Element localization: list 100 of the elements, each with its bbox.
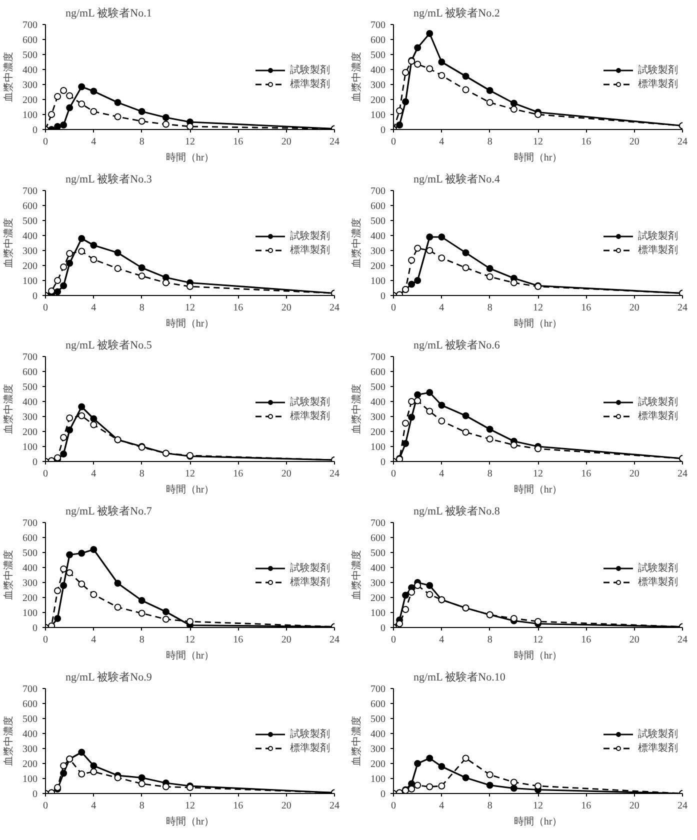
y-tick-label: 400: [370, 563, 386, 574]
y-tick-label: 400: [370, 65, 386, 76]
y-tick-label: 600: [370, 201, 386, 212]
x-tick-label: 0: [43, 302, 48, 314]
x-tick-label: 20: [281, 634, 292, 646]
x-tick-label: 4: [439, 468, 444, 480]
x-tick-label: 8: [139, 468, 144, 480]
text: ng/mL 被験者No.6: [414, 340, 500, 352]
y-tick-label: 400: [370, 397, 386, 408]
x-tick-label: 8: [487, 634, 492, 646]
x-tick-label: 4: [91, 136, 96, 148]
y-tick-label: 700: [22, 186, 38, 197]
x-tick-label: 16: [581, 136, 592, 148]
x-tick-label: 24: [678, 634, 688, 646]
x-tick-label: 8: [487, 800, 492, 812]
y-tick-label: 100: [22, 110, 38, 121]
text: ng/mL 被験者No.4: [414, 174, 500, 186]
y-tick-label: 300: [22, 744, 38, 755]
y-tick-label: 400: [22, 397, 38, 408]
y-tick-label: 0: [380, 291, 386, 302]
x-tick-label: 12: [533, 136, 543, 148]
y-tick-label: 500: [370, 382, 386, 393]
y-tick-label: 100: [22, 608, 38, 619]
y-tick-label: 500: [22, 50, 38, 61]
x-tick-label: 24: [678, 800, 688, 812]
text: ng/mL 被験者No.5: [66, 340, 152, 352]
y-tick-label: 300: [370, 578, 386, 589]
x-tick-label: 12: [533, 302, 543, 314]
y-axis-title: 血漿中濃度: [2, 384, 14, 434]
legend-label: 試験製剤: [290, 562, 330, 574]
y-tick-label: 0: [380, 125, 386, 136]
text: ng/mL 被験者No.1: [66, 8, 152, 20]
x-tick-label: 16: [233, 468, 244, 480]
x-tick-label: 20: [281, 136, 292, 148]
x-tick-label: 24: [678, 468, 688, 480]
y-tick-label: 600: [370, 533, 386, 544]
y-axis-title: 血漿中濃度: [350, 550, 362, 600]
y-tick-label: 0: [380, 789, 386, 800]
legend-label: 標準製剤: [638, 410, 678, 422]
y-axis-title: 血漿中濃度: [2, 52, 14, 102]
x-tick-label: 16: [581, 634, 592, 646]
text: ng/mL 被験者No.3: [66, 174, 152, 186]
y-tick-label: 500: [370, 50, 386, 61]
y-tick-label: 700: [22, 352, 38, 363]
legend-label: 標準製剤: [290, 742, 330, 754]
x-tick-label: 4: [91, 468, 96, 480]
x-tick-label: 20: [281, 800, 292, 812]
y-tick-label: 600: [22, 201, 38, 212]
legend-label: 試験製剤: [638, 64, 678, 76]
y-tick-label: 0: [32, 789, 38, 800]
x-tick-label: 4: [91, 302, 96, 314]
y-tick-label: 600: [22, 367, 38, 378]
x-tick-label: 12: [533, 800, 543, 812]
x-tick-label: 4: [91, 800, 96, 812]
x-axis-title: 時間（hr）: [514, 152, 562, 164]
x-tick-label: 12: [185, 800, 195, 812]
x-axis-title: 時間（hr）: [166, 152, 214, 164]
x-axis-title: 時間（hr）: [514, 650, 562, 662]
y-tick-label: 100: [22, 774, 38, 785]
x-tick-label: 16: [233, 302, 244, 314]
x-tick-label: 20: [281, 302, 292, 314]
y-tick-label: 200: [370, 759, 386, 770]
legend-label: 標準製剤: [638, 78, 678, 90]
x-tick-label: 8: [487, 468, 492, 480]
y-tick-label: 100: [22, 442, 38, 453]
y-tick-label: 100: [370, 442, 386, 453]
y-tick-label: 200: [22, 95, 38, 106]
y-tick-label: 200: [22, 593, 38, 604]
legend-label: 試験製剤: [638, 562, 678, 574]
legend-label: 標準製剤: [638, 742, 678, 754]
y-tick-label: 600: [370, 35, 386, 46]
x-axis-title: 時間（hr）: [166, 318, 214, 330]
x-tick-label: 24: [330, 136, 340, 148]
y-tick-label: 0: [32, 291, 38, 302]
x-tick-label: 8: [139, 302, 144, 314]
x-tick-label: 20: [281, 468, 292, 480]
y-tick-label: 300: [370, 80, 386, 91]
x-tick-label: 24: [330, 468, 340, 480]
y-tick-label: 200: [22, 759, 38, 770]
y-axis-title: 血漿中濃度: [350, 384, 362, 434]
y-axis-title: 血漿中濃度: [2, 716, 14, 766]
y-tick-label: 100: [22, 276, 38, 287]
x-tick-label: 24: [678, 302, 688, 314]
x-tick-label: 20: [629, 634, 640, 646]
y-tick-label: 300: [22, 80, 38, 91]
legend-label: 標準製剤: [290, 410, 330, 422]
y-tick-label: 200: [22, 427, 38, 438]
y-tick-label: 100: [370, 276, 386, 287]
x-axis-title: 時間（hr）: [514, 318, 562, 330]
x-tick-label: 24: [330, 302, 340, 314]
x-tick-label: 24: [330, 634, 340, 646]
y-tick-label: 600: [22, 35, 38, 46]
y-tick-label: 700: [370, 352, 386, 363]
y-tick-label: 700: [370, 518, 386, 529]
y-tick-label: 600: [370, 367, 386, 378]
legend-label: 標準製剤: [290, 576, 330, 588]
x-tick-label: 20: [629, 136, 640, 148]
legend-label: 標準製剤: [290, 244, 330, 256]
legend-label: 試験製剤: [638, 728, 678, 740]
y-tick-label: 300: [22, 578, 38, 589]
